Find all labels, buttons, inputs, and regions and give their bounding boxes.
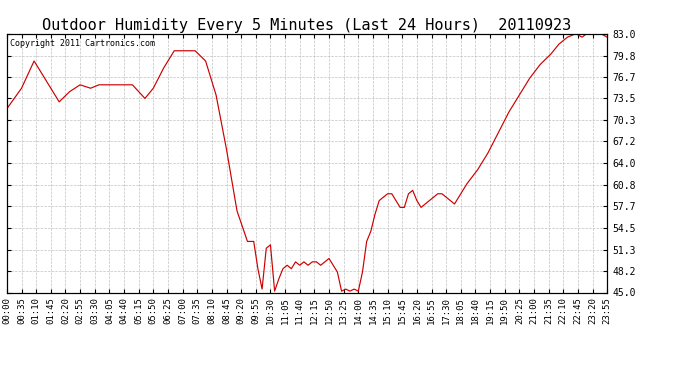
Text: Copyright 2011 Cartronics.com: Copyright 2011 Cartronics.com <box>10 39 155 48</box>
Title: Outdoor Humidity Every 5 Minutes (Last 24 Hours)  20110923: Outdoor Humidity Every 5 Minutes (Last 2… <box>42 18 572 33</box>
